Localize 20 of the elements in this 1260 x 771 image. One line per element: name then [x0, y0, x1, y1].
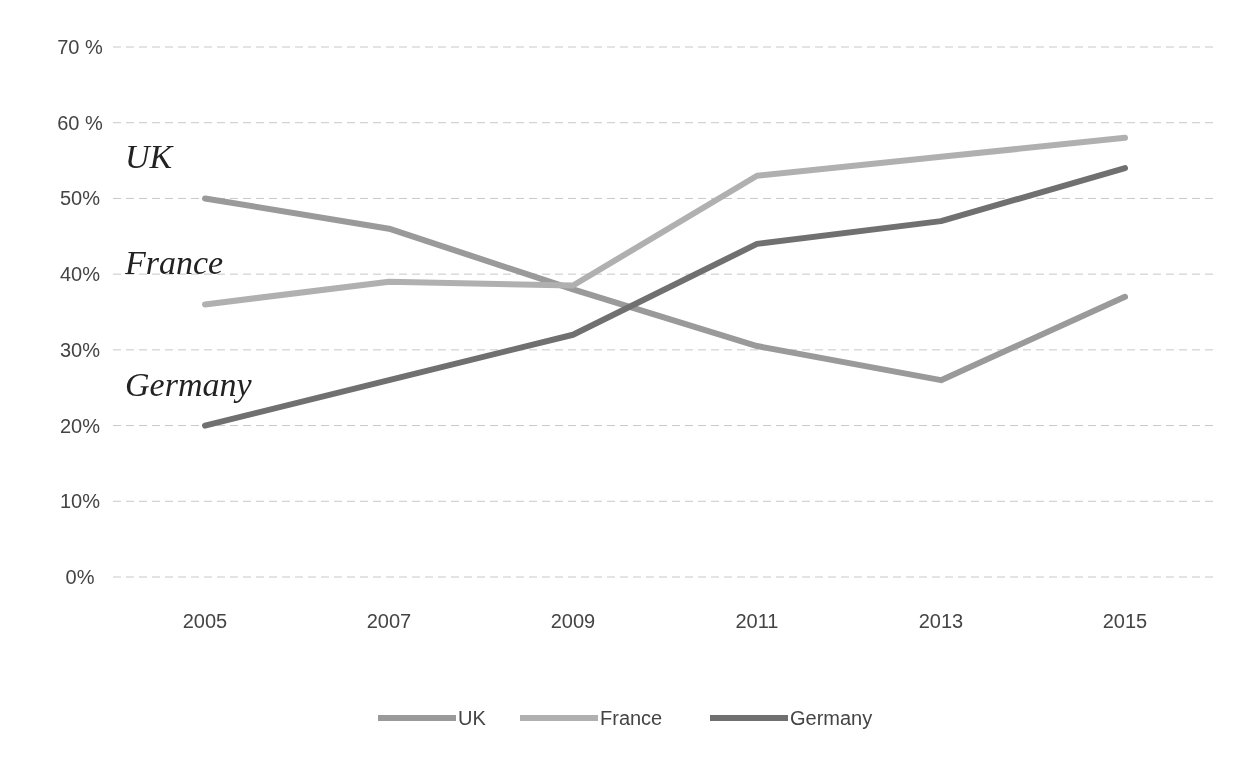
- annotation: UK: [125, 138, 175, 176]
- legend-label: France: [600, 707, 663, 729]
- legend-label: UK: [458, 707, 487, 729]
- legend-label: Germany: [790, 707, 873, 729]
- x-tick-label: 2015: [1102, 610, 1148, 632]
- x-tick-label: 2005: [182, 610, 228, 632]
- y-tick-label: 60 %: [57, 111, 104, 134]
- x-tick-label: 2009: [550, 610, 596, 632]
- x-tick-label: 2013: [918, 610, 964, 632]
- y-tick-label: 20%: [59, 414, 101, 437]
- y-tick-label: 30%: [59, 338, 101, 361]
- x-tick-label: 2011: [735, 610, 779, 632]
- y-tick-label: 50%: [59, 187, 101, 210]
- y-tick-label: 0%: [65, 566, 95, 588]
- annotation: France: [124, 244, 224, 282]
- y-tick-label: 10%: [59, 490, 101, 513]
- y-tick-label: 40%: [59, 263, 101, 286]
- y-tick-label: 70 %: [57, 36, 104, 58]
- x-tick-label: 2007: [366, 610, 412, 632]
- annotation: Germany: [125, 365, 253, 403]
